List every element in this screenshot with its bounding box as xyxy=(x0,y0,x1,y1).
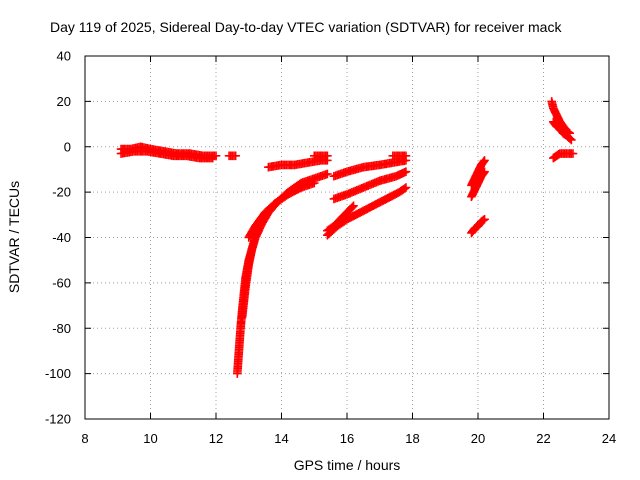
y-tick-label: -100 xyxy=(45,366,71,381)
data-point xyxy=(479,157,489,166)
data-point xyxy=(401,167,411,177)
data-point xyxy=(480,215,489,224)
series-arc-02 xyxy=(116,146,218,163)
y-tick-label: -60 xyxy=(52,275,71,290)
data-point xyxy=(401,151,411,161)
y-tick-label: 20 xyxy=(57,94,71,109)
y-tick-labels: -120 -100 -80 -60 -40 -20 0 20 40 xyxy=(45,49,71,427)
data-point xyxy=(349,201,358,211)
axis-ticks xyxy=(84,55,610,420)
data-series xyxy=(116,97,578,378)
y-tick-label: -20 xyxy=(52,185,71,200)
chart-title: Day 119 of 2025, Sidereal Day-to-day VTE… xyxy=(50,19,562,35)
data-point xyxy=(231,151,240,161)
data-point xyxy=(208,153,218,163)
series-arc-13 xyxy=(323,201,358,235)
y-axis-label: SDTVAR / TECUs xyxy=(6,181,22,293)
data-point xyxy=(567,135,576,145)
series-arc-11 xyxy=(329,167,411,204)
x-tick-label: 8 xyxy=(81,431,88,446)
series-arc-16 xyxy=(467,215,489,238)
x-tick-label: 24 xyxy=(602,431,616,446)
series-arc-18 xyxy=(549,117,576,145)
data-point xyxy=(401,183,411,192)
series-arc-06 xyxy=(244,178,319,242)
data-point xyxy=(309,178,319,188)
x-tick-label: 18 xyxy=(405,431,419,446)
x-tick-label: 22 xyxy=(536,431,550,446)
y-tick-label: -120 xyxy=(45,412,71,427)
x-axis-label: GPS time / hours xyxy=(294,457,401,473)
series-arc-09 xyxy=(329,156,411,181)
x-tick-labels: 8 10 12 14 16 18 20 22 24 xyxy=(81,431,616,446)
y-tick-label: 40 xyxy=(57,49,71,64)
y-tick-label: 0 xyxy=(64,139,71,154)
series-arc-10 xyxy=(388,151,411,161)
data-point xyxy=(479,168,489,178)
data-point xyxy=(480,156,489,165)
data-point xyxy=(565,134,575,144)
data-point xyxy=(348,202,357,212)
data-point xyxy=(323,151,332,161)
y-tick-label: -40 xyxy=(52,230,71,245)
data-point xyxy=(568,149,578,158)
series-arc-19 xyxy=(549,149,578,163)
x-tick-label: 10 xyxy=(143,431,157,446)
y-tick-label: -80 xyxy=(52,321,71,336)
series-arc-15 xyxy=(467,167,489,201)
data-point xyxy=(480,167,489,177)
x-tick-label: 16 xyxy=(340,431,354,446)
data-point xyxy=(323,169,332,179)
x-tick-label: 12 xyxy=(209,431,223,446)
series-arc-03 xyxy=(224,151,240,161)
grid-lines xyxy=(85,56,609,419)
x-tick-label: 14 xyxy=(274,431,288,446)
series-arc-08 xyxy=(309,151,332,161)
data-point xyxy=(400,184,409,193)
series-arc-12 xyxy=(323,183,411,240)
x-tick-label: 20 xyxy=(471,431,485,446)
